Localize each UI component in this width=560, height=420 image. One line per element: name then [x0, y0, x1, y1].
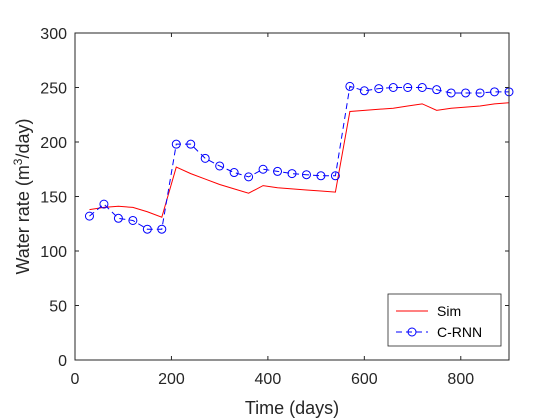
y-axis-label-sup: 3 — [11, 158, 25, 165]
data-point-c-rnn — [388, 83, 398, 92]
data-point-c-rnn — [461, 88, 471, 98]
x-tick-label: 600 — [351, 371, 378, 388]
data-point-c-rnn — [142, 224, 152, 234]
data-point-c-rnn — [345, 81, 355, 91]
data-point-c-rnn — [330, 171, 340, 181]
x-tick-label: 800 — [447, 371, 474, 388]
data-point-c-rnn — [244, 172, 254, 182]
x-axis-label: Time (days) — [245, 398, 339, 418]
data-point-c-rnn — [99, 199, 109, 209]
y-axis-label: Water rate (m3/day) — [11, 118, 33, 274]
x-tick-label: 0 — [71, 371, 80, 388]
data-point-c-rnn — [128, 215, 138, 225]
data-point-c-rnn — [186, 139, 196, 149]
legend-box — [387, 293, 502, 347]
series-layer — [84, 81, 514, 234]
data-point-c-rnn — [432, 85, 442, 95]
data-point-c-rnn — [258, 164, 268, 174]
y-axis-label-tail: /day) — [13, 118, 33, 158]
y-axis-label-main: Water rate (m — [13, 165, 33, 274]
legend-label-crnn: C-RNN — [437, 324, 482, 340]
data-point-c-rnn — [287, 169, 297, 179]
y-tick-label: 250 — [40, 81, 67, 98]
data-point-c-rnn — [446, 88, 456, 98]
data-point-c-rnn — [113, 213, 123, 223]
data-point-c-rnn — [490, 87, 500, 97]
data-point-c-rnn — [157, 224, 167, 234]
series-line-sim — [89, 102, 510, 218]
x-tick-label: 200 — [158, 371, 185, 388]
y-tick-label: 50 — [49, 299, 67, 316]
legend-marker-crnn — [407, 327, 417, 337]
x-tick-label: 400 — [255, 371, 282, 388]
data-point-c-rnn — [475, 88, 485, 98]
tick-layer: 0 200 400 600 800 0 50 100 150 200 250 300 — [40, 26, 509, 388]
data-point-c-rnn — [229, 168, 239, 178]
data-point-c-rnn — [417, 83, 427, 92]
y-tick-label: 300 — [40, 26, 67, 43]
data-point-c-rnn — [200, 153, 210, 163]
data-point-c-rnn — [171, 139, 181, 149]
y-tick-label: 0 — [58, 353, 67, 370]
data-point-c-rnn — [301, 170, 311, 180]
y-tick-label: 100 — [40, 244, 67, 261]
data-point-c-rnn — [273, 166, 283, 176]
data-point-c-rnn — [215, 161, 225, 171]
y-tick-label: 150 — [40, 190, 67, 207]
data-point-c-rnn — [359, 86, 369, 96]
series-line-c-rnn — [89, 85, 509, 230]
data-point-c-rnn — [374, 84, 384, 94]
data-point-c-rnn — [84, 211, 94, 221]
data-point-c-rnn — [316, 171, 326, 181]
legend-label-sim: Sim — [437, 303, 461, 319]
data-point-c-rnn — [403, 83, 413, 92]
y-tick-label: 200 — [40, 135, 67, 152]
legend: Sim C-RNN — [387, 293, 502, 347]
